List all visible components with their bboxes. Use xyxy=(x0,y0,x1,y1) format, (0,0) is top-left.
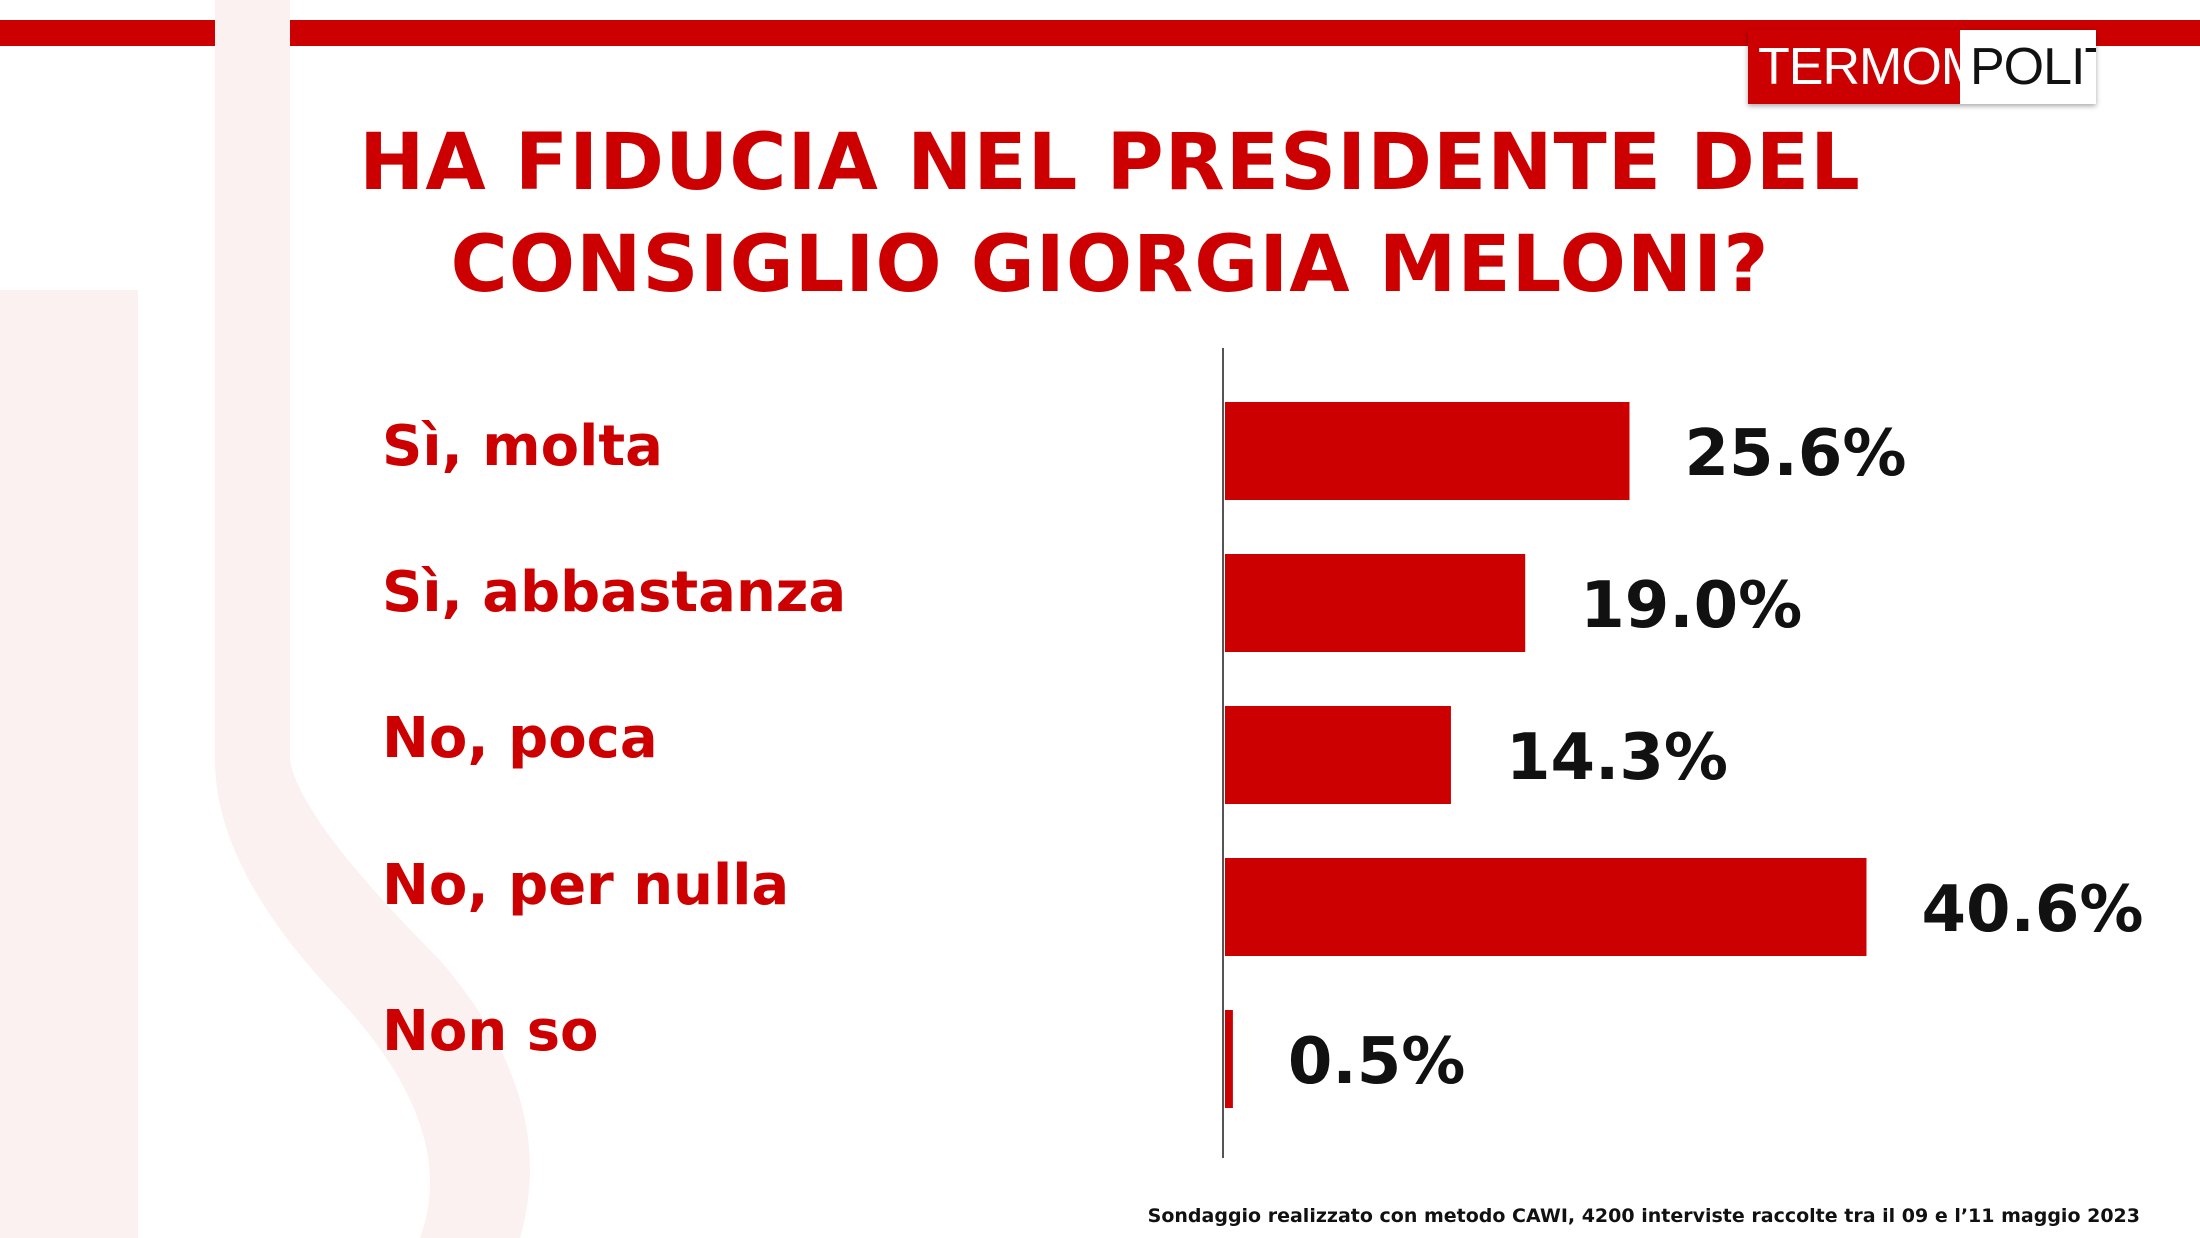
bar-2 xyxy=(1225,554,1526,652)
bar-5 xyxy=(1225,1010,1233,1108)
category-label: Sì, abbastanza xyxy=(382,560,847,625)
footnote: Sondaggio realizzato con metodo CAWI, 42… xyxy=(1147,1205,2140,1227)
bar-4 xyxy=(1225,858,1867,956)
chart-title: HA FIDUCIA NEL PRESIDENTE DEL CONSIGLIO … xyxy=(200,112,2020,316)
category-label: Sì, molta xyxy=(382,414,663,479)
category-label: Non so xyxy=(382,999,599,1064)
bar-value-label: 14.3% xyxy=(1506,721,1728,795)
bar-1 xyxy=(1225,402,1630,500)
bar-value-label: 0.5% xyxy=(1288,1025,1466,1099)
chart-title-line-1: HA FIDUCIA NEL PRESIDENTE DEL xyxy=(359,118,1861,208)
logo-part-1: TERMOMETRO xyxy=(1748,38,1960,96)
chart-title-line-2: CONSIGLIO GIORGIA MELONI? xyxy=(450,220,1770,310)
bar-value-label: 19.0% xyxy=(1580,569,1802,643)
category-label: No, poca xyxy=(382,706,658,771)
category-label: No, per nulla xyxy=(382,853,790,918)
bar-value-label: 25.6% xyxy=(1684,417,1906,491)
bar-3 xyxy=(1225,706,1451,804)
logo-part-2: POLITICO xyxy=(1960,38,2096,96)
termometro-politico-logo: TERMOMETRO POLITICO xyxy=(1748,30,2096,104)
bar-value-label: 40.6% xyxy=(1921,873,2143,947)
thermometer-watermark-icon xyxy=(0,0,530,1238)
